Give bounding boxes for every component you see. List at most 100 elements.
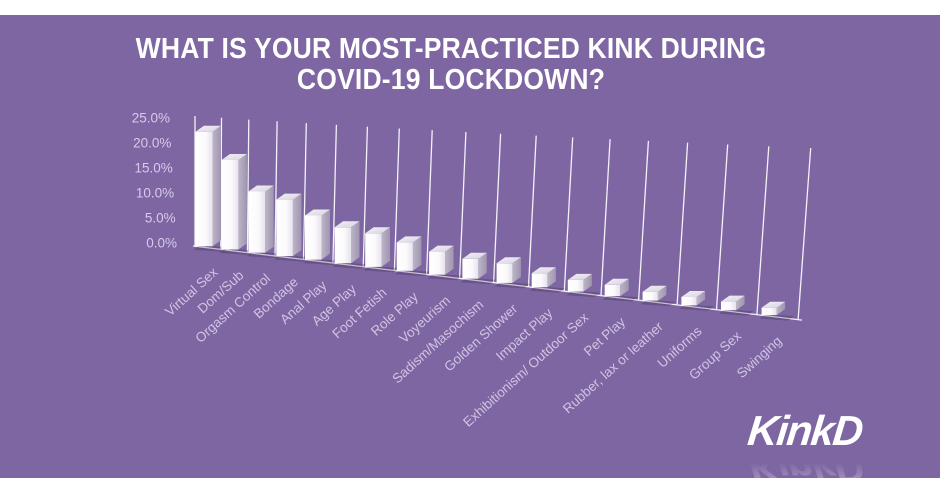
- bar-side-face: [657, 285, 667, 301]
- bar-shadow: [193, 245, 230, 252]
- bar-side-face: [351, 221, 360, 264]
- bar-shadow: [332, 262, 369, 269]
- category-gridline: [527, 135, 537, 287]
- bar-side-face: [412, 236, 422, 271]
- category-gridline: [458, 131, 467, 279]
- category-gridline: [637, 140, 650, 301]
- bar-front-face: [642, 291, 658, 301]
- category-gridline: [274, 121, 278, 257]
- y-axis-tick-label: 20.0%: [133, 135, 171, 150]
- bar-side-face: [381, 227, 390, 267]
- bar-front-face: [531, 273, 548, 288]
- bar-front-face: [567, 279, 584, 292]
- bar-front-face: [721, 301, 737, 311]
- bar-shadow: [719, 309, 754, 316]
- bar-front-face: [604, 284, 621, 297]
- bar-shadow: [246, 251, 283, 259]
- bar-top-face: [531, 267, 556, 274]
- bar-side-face: [620, 278, 629, 297]
- category-gridline: [332, 124, 338, 264]
- category-gridline: [756, 146, 770, 315]
- chart-background-panel: [0, 15, 940, 478]
- bar-top-face: [642, 285, 667, 292]
- category-gridline: [302, 123, 307, 260]
- category-gridline: [393, 128, 400, 271]
- bar-side-face: [776, 301, 786, 316]
- category-gridline: [425, 130, 433, 275]
- bar-top-face: [462, 252, 487, 259]
- bar-shadow: [363, 265, 399, 273]
- bar-front-face: [761, 307, 777, 316]
- bar-side-face: [212, 125, 221, 247]
- category-gridline: [715, 144, 729, 310]
- y-axis-tick-label: 0.0%: [146, 235, 177, 250]
- bar-top-face: [195, 125, 221, 132]
- category-gridline: [362, 126, 369, 267]
- bar-top-face: [305, 209, 330, 216]
- bar-shadow: [759, 314, 795, 321]
- bar-shadow: [303, 258, 339, 266]
- bar-front-face: [276, 199, 293, 257]
- bar-shadow: [529, 286, 565, 293]
- bar-front-face: [248, 191, 266, 253]
- bar-top-face: [221, 154, 247, 160]
- bar-side-face: [445, 245, 454, 275]
- chart-plot-area: 25.0%20.0%15.0%10.0%5.0%0.0%Virtual SexD…: [132, 110, 812, 430]
- bar-side-face: [583, 273, 592, 292]
- bar-front-face: [396, 242, 413, 271]
- category-gridline: [676, 142, 689, 305]
- bar-shadow: [494, 281, 530, 289]
- bar-top-face: [429, 245, 454, 252]
- bar-shadow: [640, 299, 676, 307]
- bar-shadow: [427, 273, 463, 281]
- bar-front-face: [305, 215, 322, 260]
- bar-top-face: [276, 193, 302, 200]
- bar-side-face: [512, 257, 521, 283]
- chart-title: WHAT IS YOUR MOST-PRACTICED KINK DURING …: [135, 33, 767, 96]
- bar-top-face: [761, 301, 786, 308]
- bar-side-face: [478, 252, 487, 279]
- bar-top-face: [567, 273, 592, 280]
- bar-front-face: [195, 131, 213, 247]
- bar-shadow: [565, 290, 601, 298]
- bar-side-face: [321, 209, 330, 260]
- y-axis-tick-label: 5.0%: [145, 210, 176, 225]
- bar-top-face: [681, 291, 706, 297]
- bar-front-face: [681, 297, 697, 306]
- y-axis-tick-label: 25.0%: [132, 110, 170, 125]
- bar-top-face: [496, 257, 521, 264]
- bar-front-face: [429, 251, 446, 275]
- category-gridline: [797, 147, 812, 320]
- bar-shadow: [460, 277, 496, 285]
- bar-top-face: [721, 295, 745, 302]
- bar-front-face: [462, 258, 479, 279]
- y-axis-tick-label: 15.0%: [135, 160, 173, 175]
- bar-front-face: [496, 263, 513, 283]
- bar-top-face: [604, 278, 629, 285]
- category-gridline: [563, 137, 574, 292]
- bar-top-face: [365, 227, 390, 234]
- bar-side-face: [736, 295, 745, 311]
- bar-front-face: [221, 160, 239, 250]
- bar-side-face: [238, 154, 247, 250]
- bar-shadow: [679, 304, 715, 311]
- bar-side-face: [292, 193, 302, 257]
- bar-shadow: [394, 269, 431, 277]
- bar-top-face: [248, 185, 274, 192]
- bar-shadow: [219, 248, 256, 255]
- bar-shadow: [602, 295, 638, 302]
- bar-side-face: [265, 185, 274, 253]
- bar-shadow: [274, 255, 311, 262]
- bar-front-face: [334, 227, 351, 264]
- kinkd-logo-reflection: KinkD: [745, 444, 865, 491]
- category-gridline: [600, 139, 611, 296]
- bar-side-face: [547, 267, 556, 288]
- bar-top-face: [334, 221, 360, 228]
- y-axis-tick-label: 10.0%: [136, 185, 174, 200]
- category-gridline: [492, 133, 502, 283]
- bar-side-face: [696, 291, 706, 306]
- category-gridline: [246, 119, 250, 253]
- bar-front-face: [365, 233, 382, 267]
